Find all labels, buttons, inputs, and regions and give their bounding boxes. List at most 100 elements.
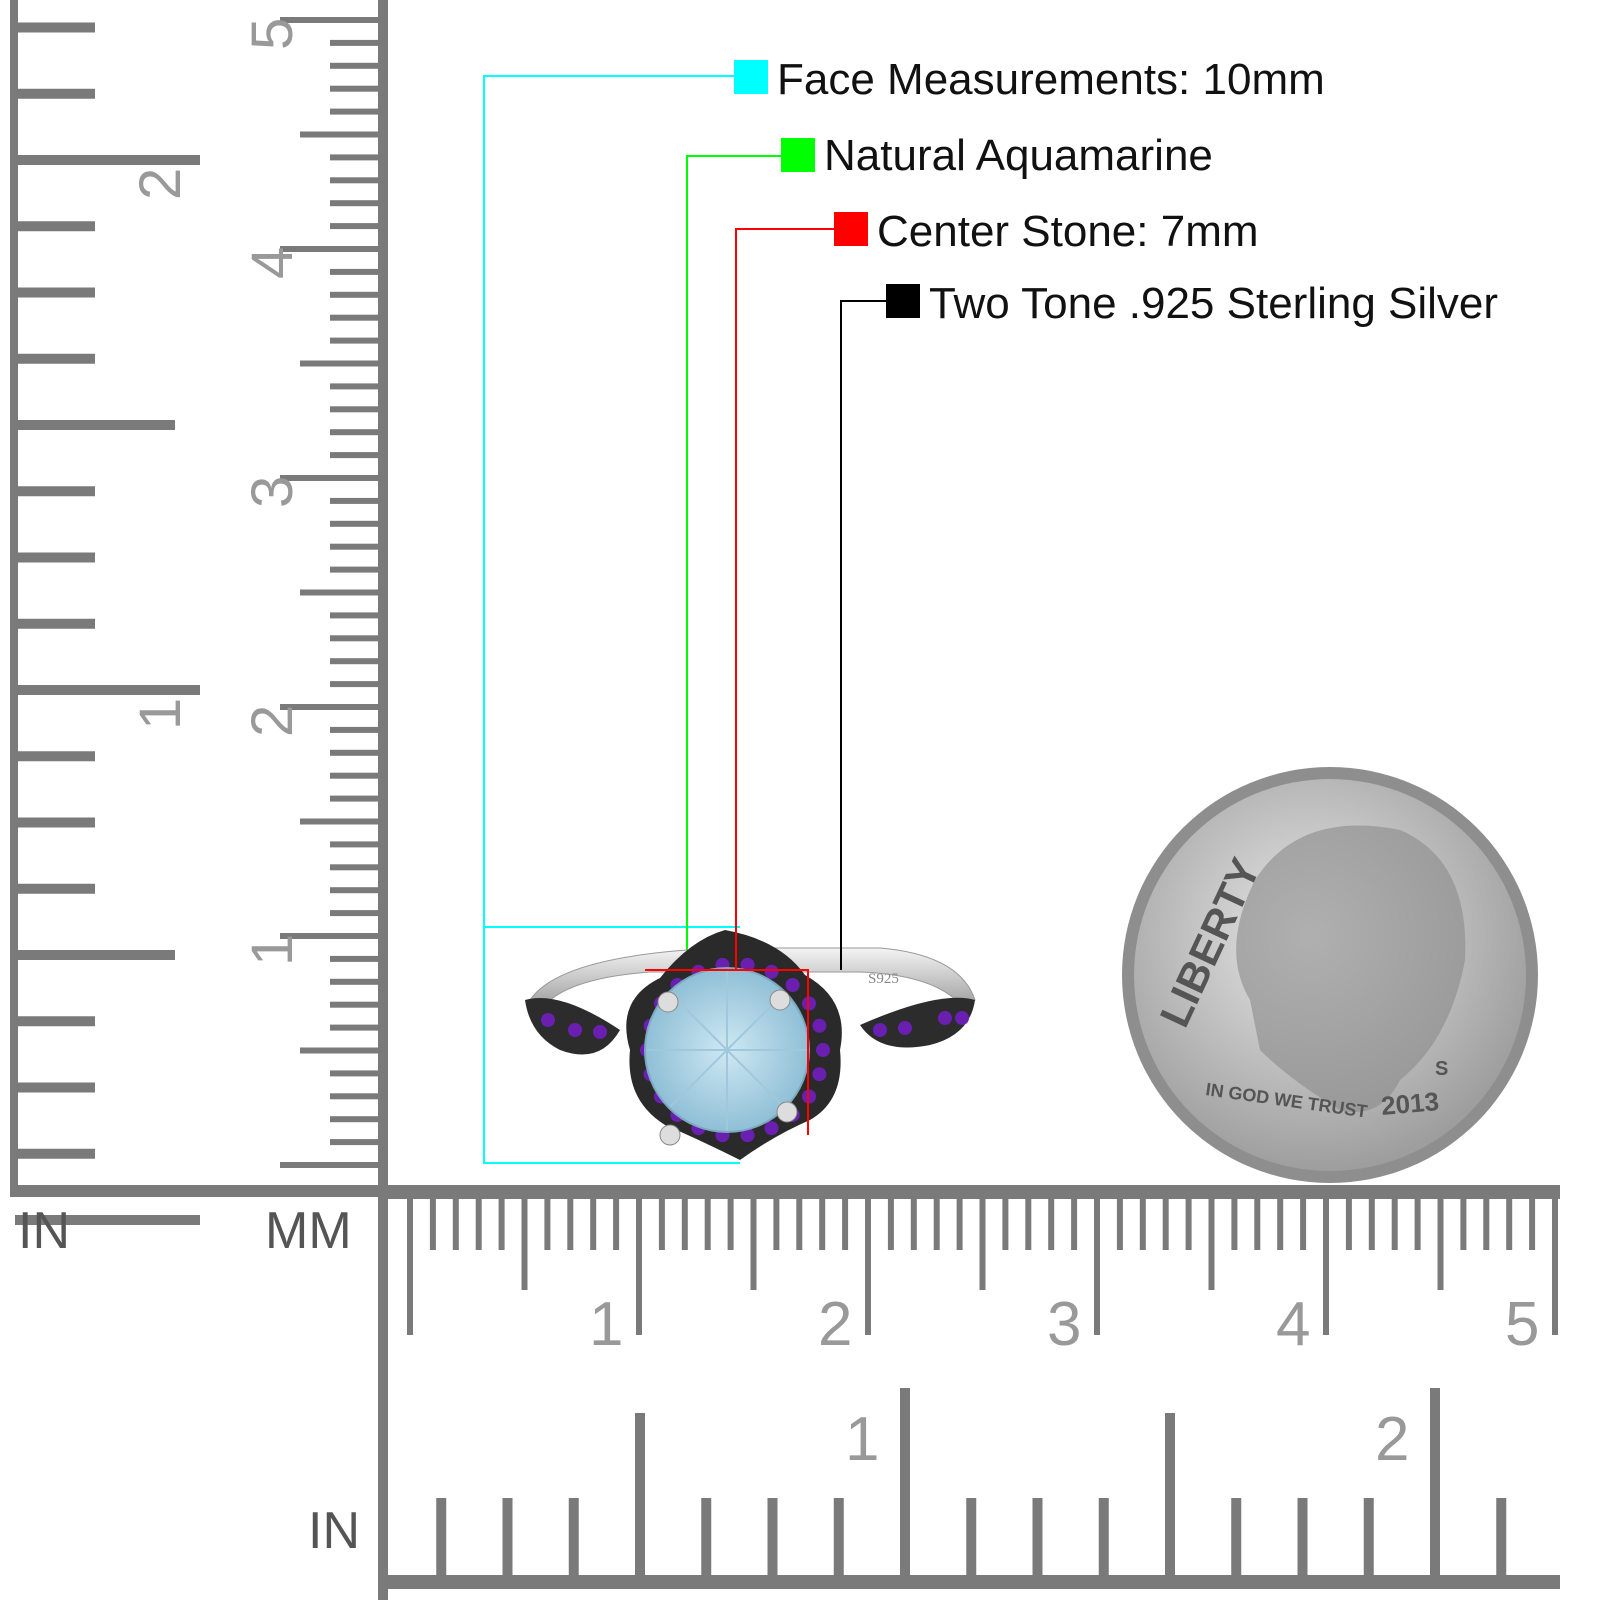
vertical-inch-tick — [15, 88, 95, 99]
horizontal-mm-tick — [1529, 1195, 1536, 1250]
center-stone-line — [645, 969, 809, 1135]
horizontal-mm-label: 3 — [1047, 1290, 1081, 1359]
vertical-mm-tick — [280, 1162, 380, 1168]
vertical-mm-tick — [280, 704, 380, 710]
ring-stamp: S925 — [868, 971, 899, 987]
horizontal-mm-tick — [452, 1195, 459, 1250]
shoulder-gem — [873, 1023, 887, 1037]
vertical-mm-tick — [300, 1047, 380, 1054]
vertical-mm-tick — [330, 85, 380, 92]
vertical-mm-tick — [280, 246, 380, 252]
vertical-ruler-edge — [10, 1185, 388, 1197]
center-stone-line — [735, 228, 834, 970]
vertical-mm-label: 3 — [240, 476, 305, 508]
vertical-mm-tick — [330, 726, 380, 733]
shoulder-gem — [898, 1021, 912, 1035]
horizontal-inch-tick — [1032, 1498, 1043, 1578]
horizontal-mm-tick — [1094, 1195, 1100, 1335]
horizontal-mm-tick — [567, 1195, 574, 1250]
vertical-inch-tick — [15, 618, 95, 629]
horizontal-inch-tick — [900, 1388, 910, 1578]
horizontal-mm-tick — [1552, 1195, 1558, 1335]
halo-gem — [816, 1043, 830, 1057]
horizontal-mm-tick — [544, 1195, 551, 1250]
shoulder-gem — [938, 1011, 952, 1025]
vertical-mm-tick — [330, 268, 380, 275]
vertical-mm-tick — [330, 429, 380, 436]
shoulder-gem — [955, 1011, 969, 1025]
horizontal-mm-tick — [796, 1195, 803, 1250]
horizontal-inch-tick — [1297, 1498, 1308, 1578]
vertical-ruler-mm-unit: MM — [265, 1202, 352, 1260]
horizontal-mm-tick — [1506, 1195, 1513, 1250]
vertical-mm-tick — [330, 749, 380, 756]
prong — [657, 991, 679, 1013]
horizontal-mm-tick — [1460, 1195, 1467, 1250]
vertical-mm-tick — [330, 955, 380, 962]
horizontal-mm-tick — [658, 1195, 665, 1250]
horizontal-mm-tick — [1368, 1195, 1375, 1250]
horizontal-ruler-inch-unit: IN — [308, 1502, 360, 1560]
horizontal-mm-tick — [910, 1195, 917, 1250]
horizontal-inch-tick — [833, 1498, 844, 1578]
coin-year: 2013 — [1380, 1086, 1440, 1121]
vertical-inch-tick — [15, 486, 95, 497]
horizontal-mm-tick — [475, 1195, 482, 1250]
horizontal-mm-tick — [773, 1195, 780, 1250]
face-measurement-label: Face Measurements: 10mm — [777, 55, 1325, 104]
horizontal-mm-label: 5 — [1505, 1290, 1539, 1359]
shoulder-gem — [593, 1025, 607, 1039]
vertical-mm-tick — [330, 497, 380, 504]
horizontal-mm-tick — [1300, 1195, 1307, 1250]
horizontal-mm-tick — [1071, 1195, 1078, 1250]
horizontal-mm-tick — [1345, 1195, 1352, 1250]
vertical-inch-tick — [15, 552, 95, 563]
vertical-mm-tick — [330, 1024, 380, 1031]
horizontal-mm-tick — [979, 1195, 986, 1290]
horizontal-mm-tick — [1483, 1195, 1490, 1250]
vertical-ruler-inch-unit: IN — [18, 1202, 70, 1260]
vertical-mm-tick — [330, 337, 380, 344]
ring-shoulder-right — [860, 997, 975, 1048]
horizontal-mm-tick — [429, 1195, 436, 1250]
horizontal-mm-tick — [1391, 1195, 1398, 1250]
horizontal-mm-tick — [865, 1195, 871, 1335]
vertical-mm-tick — [330, 635, 380, 642]
metal-label: Two Tone .925 Sterling Silver — [929, 279, 1499, 328]
face-measurement-swatch — [734, 60, 768, 94]
horizontal-mm-tick — [933, 1195, 940, 1250]
horizontal-ruler-edge — [378, 1185, 388, 1600]
halo-gem — [785, 978, 800, 993]
ring-band — [529, 947, 976, 1011]
horizontal-mm-tick — [1231, 1195, 1238, 1250]
horizontal-mm-tick — [1437, 1195, 1444, 1290]
horizontal-mm-tick — [1162, 1195, 1169, 1250]
center-stone-label: Center Stone: 7mm — [877, 207, 1259, 256]
horizontal-mm-label: 1 — [589, 1290, 623, 1359]
horizontal-mm-tick — [842, 1195, 849, 1250]
horizontal-mm-tick — [956, 1195, 963, 1250]
vertical-inch-tick — [15, 1082, 95, 1093]
horizontal-mm-tick — [681, 1195, 688, 1250]
vertical-inch-label: 1 — [128, 698, 193, 730]
horizontal-mm-tick — [407, 1195, 413, 1335]
horizontal-mm-tick — [1254, 1195, 1261, 1250]
vertical-mm-tick — [330, 658, 380, 665]
vertical-mm-tick — [330, 795, 380, 802]
vertical-inch-tick — [15, 685, 200, 695]
halo-gem — [764, 1121, 779, 1136]
vertical-ruler-edge — [378, 0, 388, 1195]
face-measurement-line — [483, 75, 740, 1164]
horizontal-mm-label: 4 — [1276, 1290, 1310, 1359]
shoulder-gem — [541, 1013, 555, 1027]
prong — [769, 989, 791, 1011]
vertical-mm-tick — [330, 566, 380, 573]
prong — [659, 1124, 681, 1146]
vertical-mm-tick — [300, 589, 380, 596]
horizontal-mm-tick — [636, 1195, 642, 1335]
vertical-mm-tick — [330, 177, 380, 184]
vertical-inch-tick — [15, 22, 95, 33]
halo-gem — [802, 996, 817, 1011]
horizontal-inch-tick — [701, 1498, 712, 1578]
